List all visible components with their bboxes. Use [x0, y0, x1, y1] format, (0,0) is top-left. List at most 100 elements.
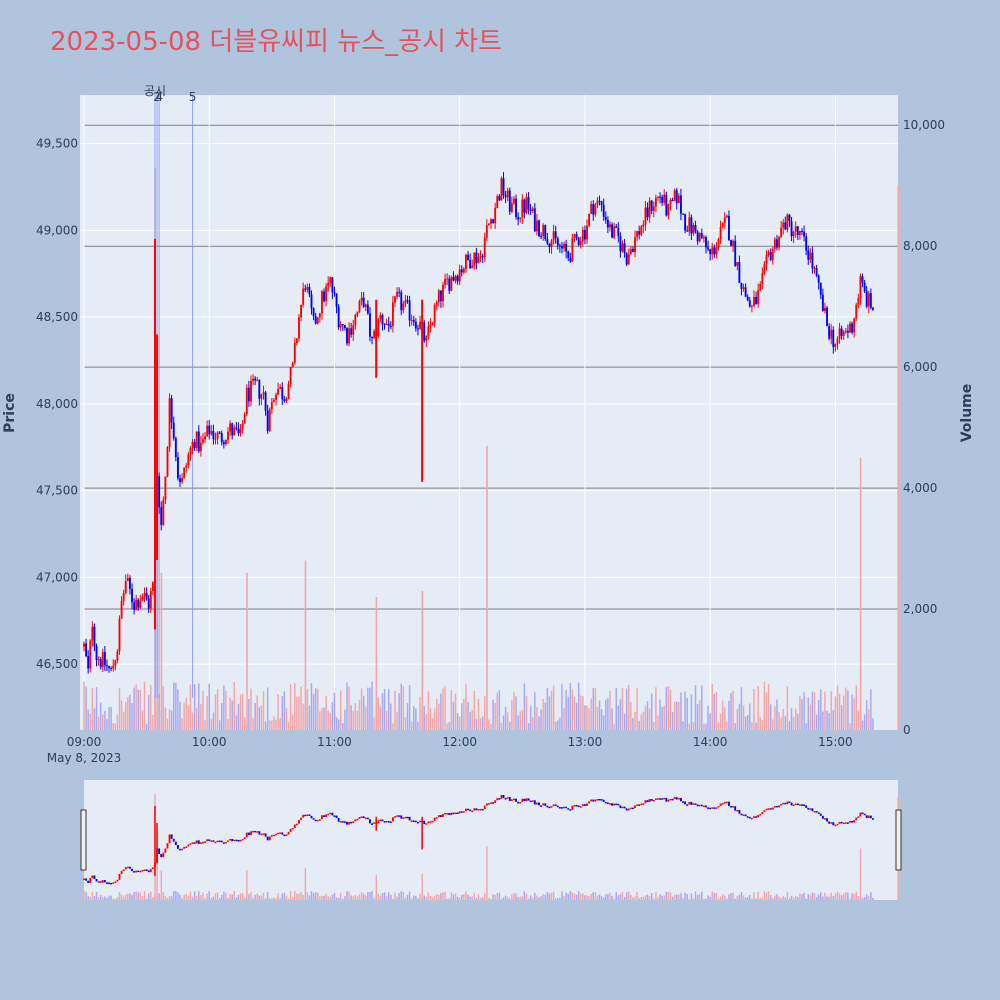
slider-candle	[525, 798, 528, 802]
slider-volume-bar	[125, 894, 127, 900]
volume-bar	[527, 723, 530, 730]
volume-bar	[365, 706, 367, 730]
slider-volume-bar	[513, 892, 515, 900]
slider-volume-bar	[118, 892, 121, 900]
news-marker-label: 5	[189, 90, 197, 104]
slider-volume-bar	[500, 898, 503, 900]
slider-volume-bar	[358, 894, 361, 900]
volume-bar	[832, 710, 835, 730]
slider-candle	[761, 812, 764, 814]
slider-volume-bar	[442, 892, 444, 900]
slider-volume-bar	[761, 898, 764, 900]
candle-body	[227, 431, 229, 440]
candle-body	[673, 190, 676, 201]
volume-bar	[461, 703, 463, 730]
slider-volume-bar	[724, 895, 726, 900]
slider-candle	[412, 820, 415, 822]
candle-body	[807, 250, 810, 260]
volume-bar	[726, 721, 728, 730]
slider-candle	[817, 812, 820, 814]
candle-body	[786, 214, 789, 230]
slider-volume-bar	[496, 892, 498, 900]
volume-bar	[653, 721, 655, 730]
range-slider-left-handle[interactable]	[80, 809, 87, 871]
slider-candle	[191, 842, 194, 844]
slider-volume-bar	[836, 891, 839, 900]
candle-body	[521, 199, 524, 218]
volume-bar	[410, 721, 413, 730]
candle-body	[805, 236, 808, 251]
slider-candle	[629, 807, 632, 810]
candle-body	[439, 290, 442, 302]
slider-candle	[287, 831, 290, 835]
slider-candle	[734, 806, 737, 811]
slider-volume-bar	[744, 897, 747, 900]
slider-candle	[212, 840, 215, 842]
slider-candle	[504, 798, 507, 800]
slider-candle	[571, 805, 574, 810]
slider-candle	[268, 836, 271, 841]
slider-candle	[659, 798, 662, 800]
candle-body	[270, 401, 273, 410]
candle-body	[675, 190, 678, 204]
slider-candle	[832, 822, 835, 826]
slider-volume-bar	[713, 893, 716, 900]
volume-bar	[857, 710, 860, 730]
slider-volume-bar	[840, 895, 843, 900]
slider-volume-bar	[383, 892, 386, 900]
volume-bar	[475, 719, 478, 730]
volume-bar	[786, 686, 789, 730]
slider-candle	[702, 805, 705, 808]
slider-candle	[586, 803, 588, 806]
slider-candle	[857, 816, 860, 818]
volume-bar	[177, 689, 179, 730]
volume-bar	[99, 702, 102, 730]
slider-candle	[654, 798, 657, 801]
slider-candle	[750, 817, 753, 820]
candle-body	[423, 322, 426, 341]
slider-volume-bar	[605, 894, 607, 900]
candle-body	[381, 315, 384, 325]
slider-volume-bar	[440, 893, 442, 900]
candle-body	[727, 215, 730, 240]
candle-body	[554, 231, 557, 239]
volume-bar	[803, 692, 805, 730]
candle-body	[260, 394, 263, 399]
slider-candle	[700, 804, 703, 807]
candle-body	[124, 581, 127, 594]
range-slider-right-handle[interactable]	[895, 809, 902, 871]
y-tick-label: 47,000	[36, 570, 78, 584]
slider-volume-bar	[849, 898, 851, 900]
volume-bar	[736, 708, 739, 730]
candle-body	[705, 237, 707, 248]
volume-bar	[598, 700, 601, 730]
slider-candle	[575, 804, 578, 807]
candle-body	[583, 230, 586, 240]
slider-volume-bar	[327, 896, 329, 900]
volume-bar	[506, 712, 509, 730]
slider-volume-bar	[615, 892, 617, 900]
volume-bar	[106, 719, 108, 730]
slider-volume-bar	[319, 896, 321, 900]
volume-bar	[711, 683, 713, 730]
range-slider-background[interactable]	[84, 780, 898, 900]
candle-body	[780, 227, 783, 237]
slider-volume-bar	[592, 892, 595, 900]
slider-volume-bar	[559, 897, 561, 900]
slider-volume-bar	[870, 892, 872, 900]
volume-bar	[807, 697, 809, 730]
candle-body	[487, 223, 490, 226]
slider-volume-bar	[799, 893, 801, 900]
volume-bar	[181, 718, 183, 730]
volume-bar	[498, 690, 501, 730]
volume-bar	[554, 721, 557, 730]
candle-body	[122, 593, 125, 601]
volume-bar	[329, 712, 332, 730]
slider-volume-bar	[504, 895, 507, 900]
slider-candle	[596, 798, 599, 801]
slider-volume-bar	[511, 894, 513, 900]
volume-bar	[221, 703, 223, 730]
candle-body	[535, 220, 538, 232]
volume-bar	[868, 709, 870, 730]
